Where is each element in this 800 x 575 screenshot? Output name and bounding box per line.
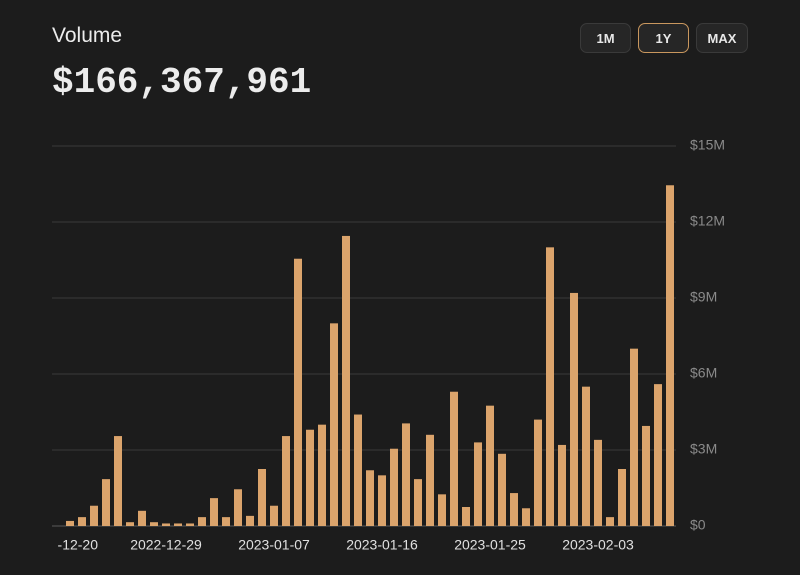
bar bbox=[426, 434, 434, 526]
bar bbox=[498, 453, 506, 526]
bar bbox=[210, 498, 218, 526]
bar bbox=[282, 436, 290, 526]
x-tick-label: -12-20 bbox=[58, 537, 99, 553]
bar bbox=[366, 470, 374, 526]
bar bbox=[222, 517, 230, 526]
bar bbox=[126, 522, 134, 526]
bar bbox=[546, 247, 554, 527]
y-tick-label: $15M bbox=[690, 137, 725, 153]
bar bbox=[102, 479, 110, 526]
bar bbox=[486, 405, 494, 526]
title: Volume bbox=[52, 24, 123, 47]
bar bbox=[390, 448, 398, 526]
bar bbox=[570, 292, 578, 526]
bar bbox=[162, 523, 170, 526]
bar bbox=[414, 479, 422, 526]
bar bbox=[618, 469, 626, 526]
y-tick-label: $9M bbox=[690, 289, 717, 305]
bar bbox=[474, 442, 482, 526]
bar bbox=[630, 348, 638, 526]
bar bbox=[90, 505, 98, 526]
bar bbox=[582, 386, 590, 526]
bar bbox=[462, 507, 470, 526]
range-button[interactable]: 1Y bbox=[638, 23, 689, 53]
bar bbox=[174, 523, 182, 526]
bar bbox=[510, 493, 518, 526]
y-tick-label: $6M bbox=[690, 365, 717, 381]
bar bbox=[318, 424, 326, 526]
range-button[interactable]: 1M bbox=[580, 23, 631, 53]
bar bbox=[294, 258, 302, 526]
bar bbox=[138, 510, 146, 526]
x-tick-label: 2022-12-29 bbox=[130, 537, 202, 553]
bar bbox=[558, 444, 566, 526]
bar bbox=[66, 520, 74, 526]
bar bbox=[606, 517, 614, 526]
bar bbox=[258, 469, 266, 526]
bar bbox=[666, 185, 674, 526]
bar bbox=[114, 436, 122, 526]
y-tick-label: $12M bbox=[690, 213, 725, 229]
bar bbox=[654, 384, 662, 526]
bar bbox=[234, 489, 242, 526]
bar bbox=[342, 235, 350, 526]
x-tick-label: 2023-02-03 bbox=[562, 537, 634, 553]
bar bbox=[534, 419, 542, 526]
bar bbox=[438, 494, 446, 526]
bar bbox=[450, 391, 458, 526]
bar bbox=[198, 517, 206, 526]
bar bbox=[522, 508, 530, 526]
bar bbox=[270, 505, 278, 526]
range-button[interactable]: MAX bbox=[696, 23, 748, 53]
y-tick-label: $0 bbox=[690, 517, 706, 533]
bar bbox=[594, 439, 602, 526]
bar bbox=[330, 323, 338, 526]
x-tick-label: 2023-01-16 bbox=[346, 537, 418, 553]
bar bbox=[642, 425, 650, 526]
x-tick-label: 2023-01-07 bbox=[238, 537, 310, 553]
x-tick-label: 2023-01-25 bbox=[454, 537, 526, 553]
y-tick-label: $3M bbox=[690, 441, 717, 457]
bar bbox=[378, 475, 386, 526]
bar bbox=[246, 515, 254, 526]
total-volume: $166,367,961 bbox=[52, 62, 312, 103]
bar bbox=[354, 414, 362, 526]
bar bbox=[402, 423, 410, 526]
bar bbox=[306, 429, 314, 526]
bar bbox=[186, 523, 194, 526]
bar bbox=[150, 522, 158, 526]
bar bbox=[78, 517, 86, 526]
